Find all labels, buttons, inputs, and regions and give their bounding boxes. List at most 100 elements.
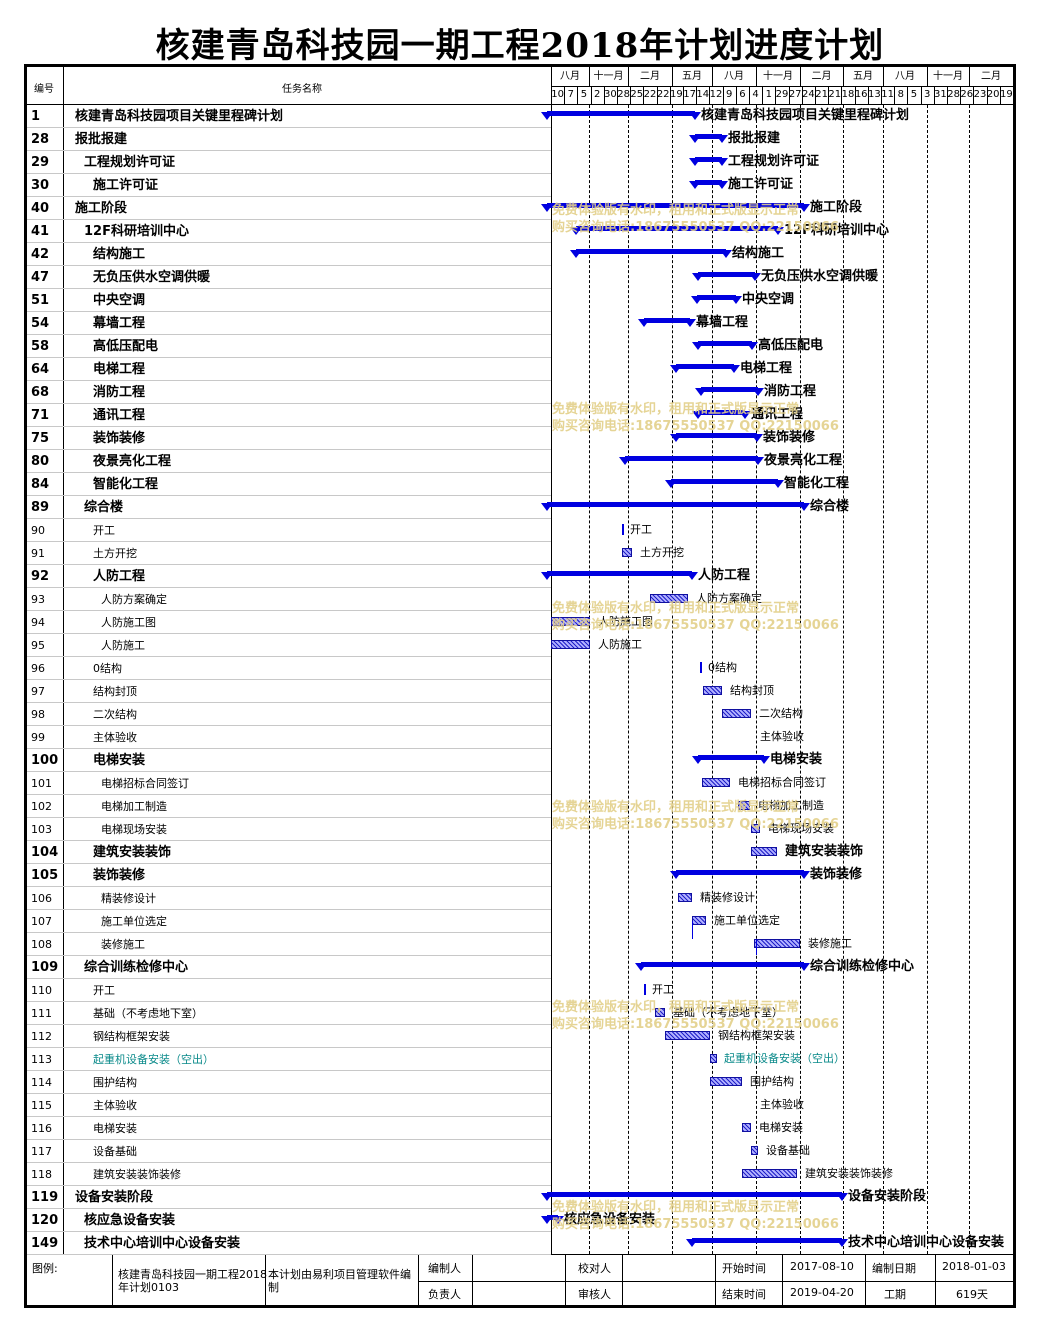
table-row[interactable]: 95 人防施工 (27, 634, 551, 657)
summary-bar[interactable] (695, 134, 722, 139)
table-row[interactable]: 107 施工单位选定 (27, 910, 551, 933)
task-bar[interactable] (751, 847, 777, 856)
task-bar[interactable] (710, 1077, 742, 1086)
summary-bar[interactable] (671, 479, 778, 484)
table-row[interactable]: 90 开工 (27, 519, 551, 542)
task-bar[interactable] (722, 709, 751, 718)
task-bar[interactable] (703, 686, 722, 695)
table-row[interactable]: 92 人防工程 (27, 565, 551, 588)
table-row[interactable]: 30 施工许可证 (27, 174, 551, 197)
summary-bar[interactable] (701, 387, 758, 392)
table-row[interactable]: 84 智能化工程 (27, 473, 551, 496)
table-row[interactable]: 29 工程规划许可证 (27, 151, 551, 174)
milestone-marker[interactable] (622, 524, 624, 535)
task-bar[interactable] (751, 824, 760, 833)
summary-bar[interactable] (698, 272, 755, 277)
summary-bar[interactable] (695, 180, 722, 185)
milestone-marker[interactable] (700, 662, 702, 673)
summary-bar[interactable] (576, 226, 778, 231)
table-row[interactable]: 116 电梯安装 (27, 1117, 551, 1140)
table-row[interactable]: 64 电梯工程 (27, 358, 551, 381)
summary-bar[interactable] (692, 1238, 842, 1243)
table-row[interactable]: 109 综合训练检修中心 (27, 956, 551, 979)
table-row[interactable]: 80 夜景亮化工程 (27, 450, 551, 473)
table-row[interactable]: 68 消防工程 (27, 381, 551, 404)
task-bar[interactable] (754, 939, 800, 948)
table-row[interactable]: 105 装饰装修 (27, 864, 551, 887)
task-bar[interactable] (551, 640, 590, 649)
table-row[interactable]: 108 装修施工 (27, 933, 551, 956)
summary-bar[interactable] (676, 433, 757, 438)
table-row[interactable]: 89 综合楼 (27, 496, 551, 519)
summary-bar[interactable] (676, 870, 804, 875)
table-row[interactable]: 119 设备安装阶段 (27, 1186, 551, 1209)
summary-bar[interactable] (698, 755, 764, 760)
table-row[interactable]: 99 主体验收 (27, 726, 551, 749)
summary-bar[interactable] (641, 962, 804, 967)
task-bar[interactable] (692, 916, 706, 925)
table-row[interactable]: 106 精装修设计 (27, 887, 551, 910)
task-bar[interactable] (742, 1123, 751, 1132)
table-row[interactable]: 102 电梯加工制造 (27, 795, 551, 818)
table-row[interactable]: 42 结构施工 (27, 243, 551, 266)
table-row[interactable]: 91 土方开挖 (27, 542, 551, 565)
table-row[interactable]: 112 钢结构框架安装 (27, 1025, 551, 1048)
task-bar[interactable] (751, 1146, 758, 1155)
table-row[interactable]: 115 主体验收 (27, 1094, 551, 1117)
task-bar[interactable] (655, 1008, 665, 1017)
summary-bar[interactable] (644, 318, 690, 323)
summary-bar[interactable] (576, 249, 726, 254)
table-row[interactable]: 117 设备基础 (27, 1140, 551, 1163)
table-row[interactable]: 28 报批报建 (27, 128, 551, 151)
task-bar[interactable] (742, 1169, 797, 1178)
table-row[interactable]: 51 中央空调 (27, 289, 551, 312)
table-row[interactable]: 101 电梯招标合同签订 (27, 772, 551, 795)
task-bar[interactable] (622, 548, 632, 557)
table-row[interactable]: 1 核建青岛科技园项目关键里程碑计划 (27, 105, 551, 128)
table-row[interactable]: 93 人防方案确定 (27, 588, 551, 611)
table-row[interactable]: 114 围护结构 (27, 1071, 551, 1094)
table-row[interactable]: 98 二次结构 (27, 703, 551, 726)
summary-bar[interactable] (697, 295, 736, 300)
table-row[interactable]: 94 人防施工图 (27, 611, 551, 634)
summary-bar[interactable] (676, 364, 734, 369)
summary-bar[interactable] (547, 502, 804, 507)
table-row[interactable]: 111 基础（不考虑地下室） (27, 1002, 551, 1025)
month-divider (843, 67, 844, 86)
timeline-tick: 17 (683, 89, 696, 100)
task-bar[interactable] (678, 893, 692, 902)
table-row[interactable]: 100 电梯安装 (27, 749, 551, 772)
summary-bar[interactable] (547, 571, 692, 576)
summary-bar[interactable] (698, 410, 745, 415)
summary-bar[interactable] (547, 111, 695, 116)
table-row[interactable]: 71 通讯工程 (27, 404, 551, 427)
table-row[interactable]: 120 核应急设备安装 (27, 1209, 551, 1232)
summary-bar[interactable] (547, 1192, 842, 1197)
summary-bar[interactable] (698, 341, 752, 346)
task-bar[interactable] (650, 594, 688, 603)
milestone-marker[interactable] (644, 984, 646, 995)
row-separator (27, 518, 551, 519)
table-row[interactable]: 41 12F科研培训中心 (27, 220, 551, 243)
table-row[interactable]: 97 结构封顶 (27, 680, 551, 703)
task-bar[interactable] (738, 801, 750, 810)
table-row[interactable]: 104 建筑安装装饰 (27, 841, 551, 864)
table-row[interactable]: 40 施工阶段 (27, 197, 551, 220)
summary-bar[interactable] (547, 203, 804, 208)
table-row[interactable]: 96 0结构 (27, 657, 551, 680)
table-row[interactable]: 103 电梯现场安装 (27, 818, 551, 841)
summary-bar[interactable] (625, 456, 758, 461)
task-bar[interactable] (665, 1031, 710, 1040)
task-bar[interactable] (702, 778, 730, 787)
summary-bar[interactable] (695, 157, 722, 162)
table-row[interactable]: 54 幕墙工程 (27, 312, 551, 335)
table-row[interactable]: 58 高低压配电 (27, 335, 551, 358)
task-bar[interactable] (710, 1054, 717, 1063)
table-row[interactable]: 47 无负压供水空调供暖 (27, 266, 551, 289)
task-bar[interactable] (551, 617, 590, 626)
table-row[interactable]: 118 建筑安装装饰装修 (27, 1163, 551, 1186)
table-row[interactable]: 110 开工 (27, 979, 551, 1002)
table-row[interactable]: 75 装饰装修 (27, 427, 551, 450)
table-row[interactable]: 113 起重机设备安装（空出） (27, 1048, 551, 1071)
table-row[interactable]: 149 技术中心培训中心设备安装 (27, 1232, 551, 1255)
